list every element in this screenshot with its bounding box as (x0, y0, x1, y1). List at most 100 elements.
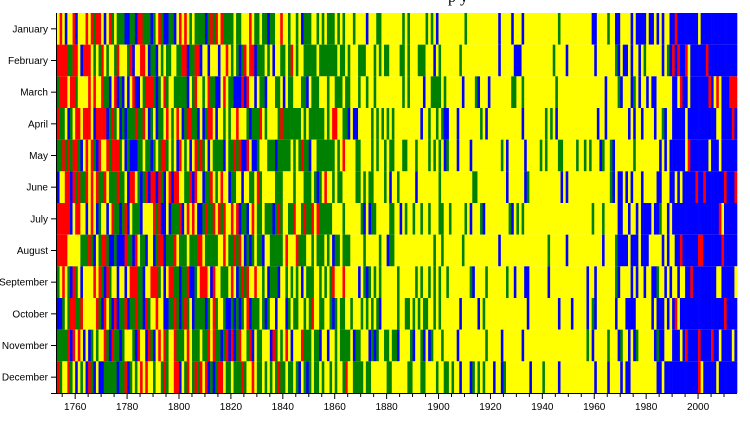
heatmap-cell (550, 13, 554, 45)
heatmap-cell (544, 266, 548, 298)
heatmap-cell (443, 171, 447, 203)
heatmap-cell (716, 171, 720, 203)
heatmap-cell (461, 361, 465, 393)
heatmap-cell (72, 361, 76, 393)
heatmap-cell (171, 361, 175, 393)
heatmap-cell (254, 76, 258, 108)
heatmap-cell (646, 361, 650, 393)
heatmap-cell (524, 329, 528, 362)
heatmap-cell (140, 108, 143, 140)
heatmap-cell (285, 298, 289, 330)
heatmap-cell (640, 13, 644, 45)
heatmap-cell (210, 139, 214, 172)
heatmap-cell (389, 361, 393, 393)
heatmap-cell (199, 44, 203, 77)
heatmap-cell (474, 234, 478, 267)
heatmap-cell (93, 329, 97, 362)
heatmap-cell (633, 234, 637, 267)
heatmap-cell (495, 234, 499, 267)
heatmap-cell (433, 76, 437, 108)
heatmap-cell (202, 171, 206, 203)
heatmap-cell (602, 298, 605, 330)
heatmap-cell (77, 234, 81, 267)
x-tick-label: 1920 (479, 402, 502, 413)
heatmap-cell (578, 329, 582, 362)
heatmap-cell (389, 76, 393, 108)
heatmap-cell (651, 234, 655, 267)
heatmap-cell (690, 266, 694, 298)
heatmap-cell (599, 171, 603, 203)
heatmap-cell (134, 76, 138, 108)
heatmap-cell (513, 13, 517, 45)
heatmap-cell (635, 171, 639, 203)
heatmap-cell (438, 329, 442, 362)
heatmap-cell (82, 298, 86, 330)
heatmap-cell (498, 108, 502, 140)
heatmap-cell (262, 266, 265, 298)
heatmap-cell (474, 76, 478, 108)
heatmap-cell (443, 361, 447, 393)
heatmap-cell (721, 76, 725, 108)
heatmap-cell (129, 44, 133, 77)
heatmap-cell (666, 139, 670, 172)
heatmap-cell (687, 266, 691, 298)
heatmap-cell (653, 203, 657, 235)
heatmap-cell (500, 234, 504, 267)
heatmap-cell (651, 298, 655, 330)
heatmap-cell (189, 298, 193, 330)
heatmap-cell (570, 13, 574, 45)
heatmap-cell (75, 44, 79, 77)
heatmap-cell (531, 108, 535, 140)
heatmap-cell (640, 139, 644, 172)
heatmap-cell (381, 329, 385, 362)
heatmap-cell (708, 298, 712, 330)
heatmap-cell (602, 266, 605, 298)
heatmap-cell (724, 203, 727, 235)
heatmap-cell (332, 44, 336, 77)
heatmap-cell (114, 171, 117, 203)
heatmap-cell (409, 139, 413, 172)
heatmap-cell (544, 361, 548, 393)
heatmap-cell (371, 76, 374, 108)
heatmap-cell (80, 76, 84, 108)
heatmap-cell (176, 329, 180, 362)
heatmap-cell (267, 76, 271, 108)
heatmap-cell (578, 76, 582, 108)
heatmap-cell (469, 44, 473, 77)
heatmap-cell (474, 266, 478, 298)
heatmap-cell (638, 203, 642, 235)
heatmap-cell (573, 139, 577, 172)
heatmap-cell (350, 171, 354, 203)
heatmap-cell (438, 139, 442, 172)
heatmap-cell (698, 108, 701, 140)
heatmap-cell (389, 108, 393, 140)
heatmap-cell (127, 13, 130, 45)
heatmap-cell (121, 13, 125, 45)
heatmap-cell (568, 203, 572, 235)
heatmap-cell (350, 44, 354, 77)
heatmap-cell (337, 13, 341, 45)
heatmap-cell (524, 44, 528, 77)
heatmap-cell (321, 298, 325, 330)
heatmap-cell (368, 171, 372, 203)
heatmap-cell (568, 139, 572, 172)
heatmap-cell (191, 108, 195, 140)
heatmap-cell (513, 266, 517, 298)
heatmap-cell (599, 361, 603, 393)
heatmap-cell (700, 361, 704, 393)
heatmap-cell (521, 203, 525, 235)
heatmap-cell (669, 203, 673, 235)
heatmap-cell (249, 298, 252, 330)
heatmap-cell (191, 361, 195, 393)
heatmap-cell (711, 76, 714, 108)
heatmap-cell (480, 108, 483, 140)
heatmap-cell (690, 203, 694, 235)
heatmap-cell (160, 44, 164, 77)
heatmap-cell (638, 139, 642, 172)
heatmap-cell (300, 329, 304, 362)
heatmap-cell (615, 13, 618, 45)
heatmap-cell (555, 44, 559, 77)
heatmap-cell (547, 203, 551, 235)
heatmap-cell (350, 361, 354, 393)
heatmap-cell (147, 203, 151, 235)
